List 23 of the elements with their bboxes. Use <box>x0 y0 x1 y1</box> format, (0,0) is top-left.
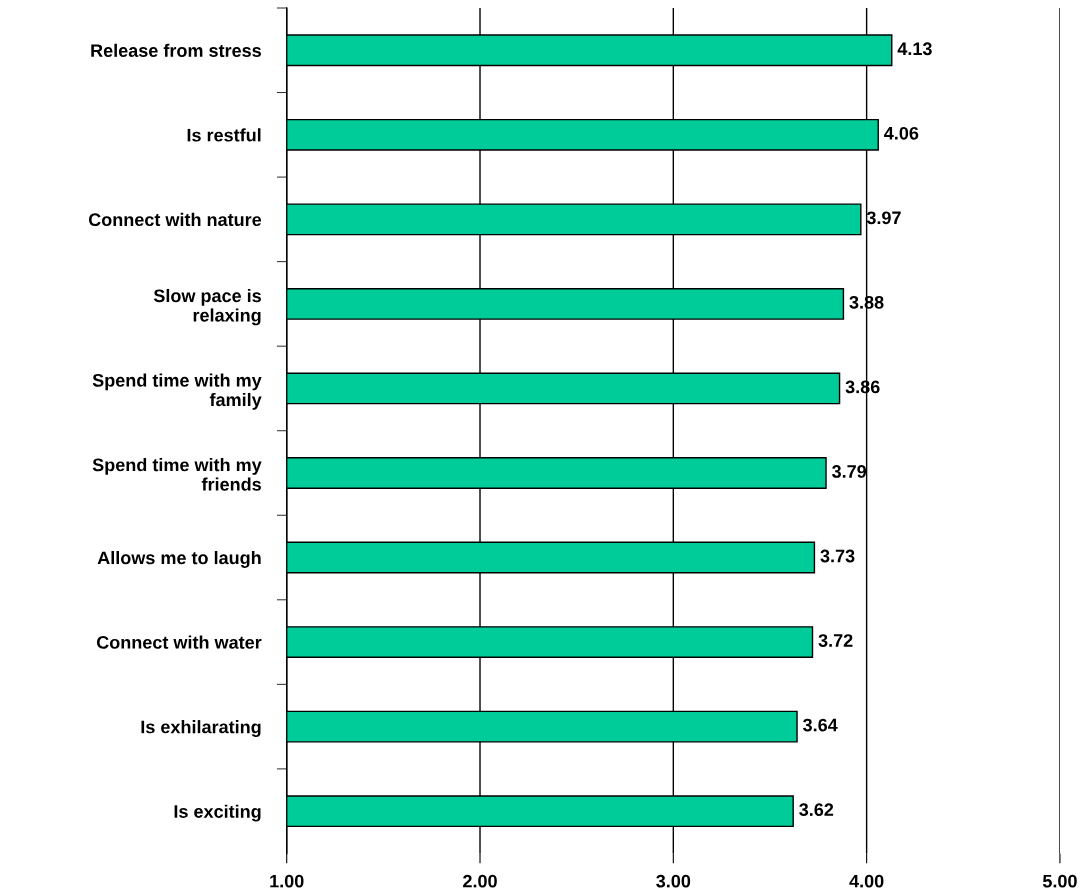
y-tick-label: Is exhilarating <box>141 720 261 737</box>
data-label: 3.64 <box>803 718 838 732</box>
x-tick-label: 1.00 <box>270 874 304 888</box>
data-label: 4.06 <box>884 126 919 140</box>
x-tick-label: 3.00 <box>656 874 691 888</box>
y-tick-label: Connect with water <box>96 635 262 649</box>
y-tick-label: Slow pace is relaxing <box>153 288 261 326</box>
data-label: 3.72 <box>818 634 853 647</box>
y-tick-label: Allows me to laugh <box>97 550 261 568</box>
data-label: 3.97 <box>866 211 901 225</box>
y-tick-label: Is restful <box>187 128 261 142</box>
y-tick-label: Connect with nature <box>88 212 262 227</box>
data-label: 3.62 <box>799 803 834 817</box>
data-label: 3.79 <box>832 465 867 478</box>
data-label: 3.73 <box>820 549 855 563</box>
data-label: 4.13 <box>897 42 932 56</box>
x-tick-label: 5.00 <box>1042 874 1077 888</box>
y-tick-label: Spend time with my family <box>92 373 262 410</box>
y-tick-label: Release from stress <box>91 43 261 57</box>
x-tick-label: 4.00 <box>849 874 884 888</box>
x-tick-label: 2.00 <box>463 874 497 888</box>
y-tick-label: Spend time with my friends <box>92 458 262 491</box>
y-tick-label: Is exciting <box>174 804 261 822</box>
